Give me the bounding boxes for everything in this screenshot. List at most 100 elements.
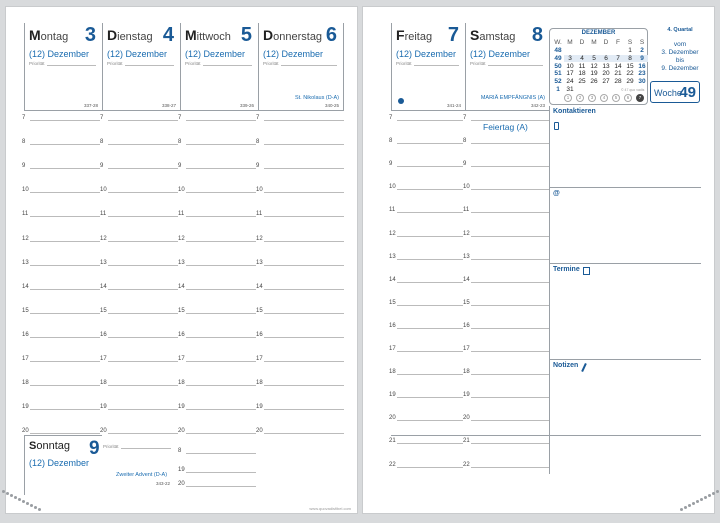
hour-row[interactable]: 9	[256, 160, 344, 184]
hour-row[interactable]: 7	[463, 112, 549, 136]
mini-calendar-day[interactable]: 1	[628, 47, 632, 54]
mini-calendar-day[interactable]: 15	[626, 62, 634, 70]
hour-row[interactable]: 14	[256, 281, 344, 305]
priority-line[interactable]	[121, 448, 171, 449]
hour-row[interactable]: 9	[100, 160, 178, 184]
hour-row[interactable]: 7	[100, 112, 178, 136]
hour-row[interactable]: 8	[22, 136, 100, 160]
email-section[interactable]: @	[549, 188, 701, 264]
day-header-sunday[interactable]: Sonntag 9 (12) Dezember	[24, 435, 102, 495]
mini-calendar-day[interactable]: 2	[640, 47, 644, 54]
hour-row[interactable]: 16	[178, 329, 256, 353]
hour-row[interactable]: 10	[100, 184, 178, 208]
mini-calendar-day[interactable]: 3	[564, 54, 576, 62]
mini-calendar-day[interactable]: 10	[566, 62, 574, 70]
hour-row[interactable]: 8	[389, 135, 463, 159]
day-header-thursday[interactable]: Donnerstag 6 (12) Dezember Priorität St.…	[258, 23, 344, 111]
hour-row[interactable]: 17	[178, 353, 256, 377]
hour-row[interactable]: 13	[389, 251, 463, 275]
mini-calendar-day[interactable]: 23	[638, 70, 646, 78]
hour-row[interactable]: 20	[100, 425, 178, 449]
mini-calendar-day[interactable]: 25	[578, 78, 586, 86]
hour-row[interactable]: 12	[178, 233, 256, 257]
mini-calendar-day[interactable]: 22	[626, 70, 634, 78]
hour-row[interactable]: 19	[178, 464, 256, 488]
hour-row[interactable]: 16	[22, 329, 100, 353]
hour-row[interactable]: 19	[463, 389, 549, 413]
hour-row[interactable]: 21	[389, 435, 463, 459]
hour-row[interactable]: 8	[256, 136, 344, 160]
notizen-section[interactable]: Notizen	[549, 360, 701, 436]
mini-calendar-day[interactable]: 16	[638, 62, 646, 70]
priority-line[interactable]	[488, 65, 543, 66]
hour-row[interactable]: 16	[389, 320, 463, 344]
hour-row[interactable]: 7	[22, 112, 100, 136]
hour-row[interactable]: 10	[256, 184, 344, 208]
hour-row[interactable]: 17	[256, 353, 344, 377]
termine-section[interactable]: Termine	[549, 264, 701, 360]
mini-calendar-day[interactable]: 11	[578, 62, 586, 70]
mini-calendar-day[interactable]: 21	[614, 70, 622, 78]
hour-row[interactable]: 8	[178, 445, 256, 469]
hour-row[interactable]: 17	[463, 343, 549, 367]
hour-row[interactable]: 20	[256, 425, 344, 449]
hour-row[interactable]: 8	[178, 136, 256, 160]
hour-row[interactable]: 9	[22, 160, 100, 184]
hour-row[interactable]: 12	[463, 228, 549, 252]
hour-row[interactable]: 18	[100, 377, 178, 401]
mini-calendar-day[interactable]: 27	[602, 78, 610, 86]
hour-row[interactable]: 14	[389, 274, 463, 298]
hour-row[interactable]: 20	[22, 425, 100, 449]
hour-row[interactable]: 11	[389, 204, 463, 228]
hour-row[interactable]: 14	[100, 281, 178, 305]
hour-row[interactable]: 18	[463, 366, 549, 390]
hour-row[interactable]: 16	[256, 329, 344, 353]
hour-row[interactable]: 15	[100, 305, 178, 329]
mini-calendar-day[interactable]: 18	[578, 70, 586, 78]
mini-calendar-day[interactable]: 24	[566, 78, 574, 86]
mini-calendar-day[interactable]: 4	[576, 54, 588, 62]
hour-row[interactable]: 17	[22, 353, 100, 377]
hour-row[interactable]: 13	[22, 257, 100, 281]
hour-row[interactable]: 14	[178, 281, 256, 305]
priority-line[interactable]	[203, 65, 252, 66]
mini-calendar-day[interactable]: 20	[602, 70, 610, 78]
mini-calendar-day[interactable]: 31	[566, 86, 574, 93]
hour-row[interactable]: 13	[463, 251, 549, 275]
hour-row[interactable]: 15	[389, 297, 463, 321]
day-header-tuesday[interactable]: Dienstag 4 (12) Dezember Priorität 338-2…	[102, 23, 180, 111]
hour-row[interactable]: 13	[100, 257, 178, 281]
hour-row[interactable]: 7	[256, 112, 344, 136]
hour-row[interactable]: 11	[100, 208, 178, 232]
hour-row[interactable]: 9	[463, 158, 549, 182]
hour-row[interactable]: 13	[256, 257, 344, 281]
hour-row[interactable]: 15	[256, 305, 344, 329]
hour-row[interactable]: 22	[389, 459, 463, 483]
hour-row[interactable]: 19	[178, 401, 256, 425]
hour-row[interactable]: 21	[463, 435, 549, 459]
hour-row[interactable]: 20	[178, 478, 256, 502]
mini-calendar-day[interactable]: 5	[588, 54, 600, 62]
hour-row[interactable]: 18	[389, 366, 463, 390]
mini-calendar-day[interactable]: 19	[590, 70, 598, 78]
hour-row[interactable]: 18	[178, 377, 256, 401]
mini-calendar-day[interactable]: 6	[600, 54, 612, 62]
mini-calendar-day[interactable]: 29	[626, 78, 634, 86]
mini-calendar-day[interactable]: 17	[566, 70, 574, 78]
hour-row[interactable]: 17	[100, 353, 178, 377]
hour-row[interactable]: 13	[178, 257, 256, 281]
hour-row[interactable]: 20	[463, 412, 549, 436]
hour-row[interactable]: 19	[100, 401, 178, 425]
hour-row[interactable]: 19	[22, 401, 100, 425]
mini-calendar-day[interactable]: 26	[590, 78, 598, 86]
hour-row[interactable]: 11	[178, 208, 256, 232]
hour-row[interactable]: 18	[256, 377, 344, 401]
hour-row[interactable]: 22	[463, 459, 549, 483]
hour-row[interactable]: 11	[463, 204, 549, 228]
hour-row[interactable]: 12	[22, 233, 100, 257]
hour-row[interactable]: 12	[100, 233, 178, 257]
hour-row[interactable]: 7	[389, 112, 463, 136]
mini-calendar-day[interactable]: 7	[612, 54, 624, 62]
hour-row[interactable]: 12	[256, 233, 344, 257]
hour-row[interactable]: 19	[256, 401, 344, 425]
